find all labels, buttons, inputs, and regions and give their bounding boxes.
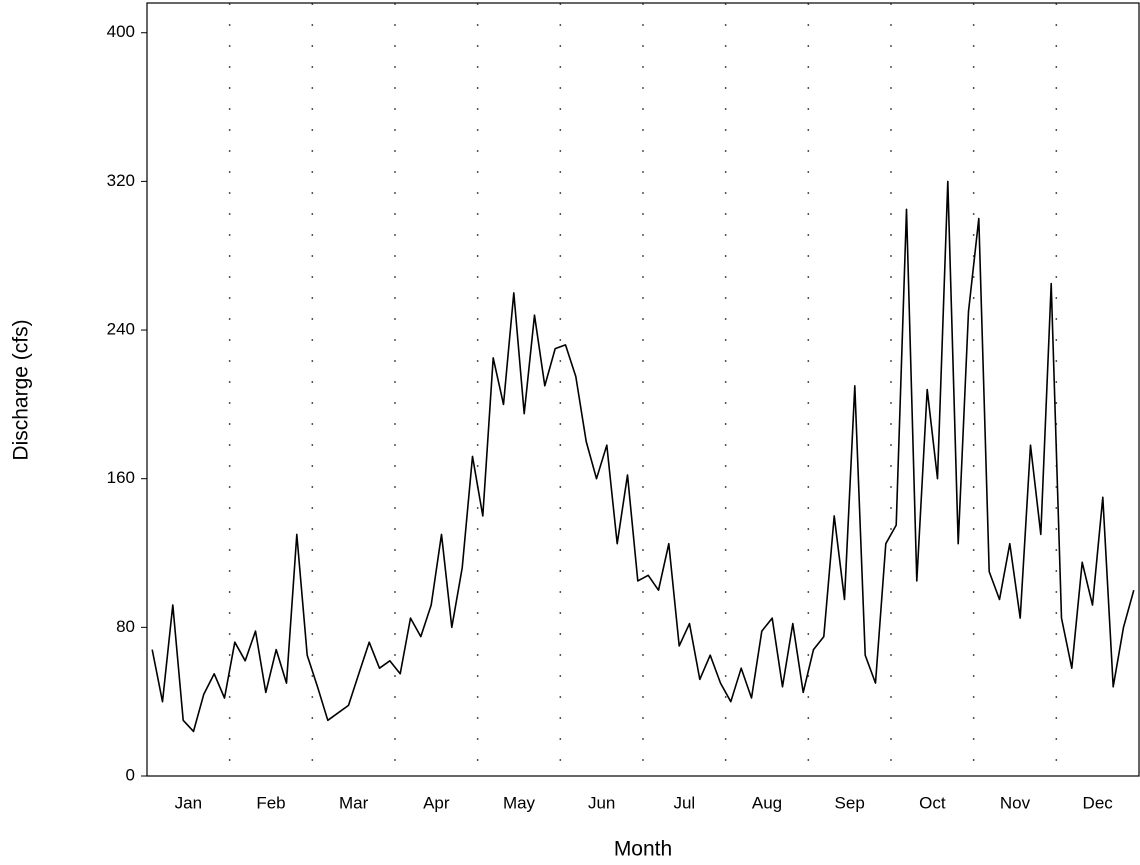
y-tick-label: 0 (126, 765, 135, 784)
y-tick-label: 240 (107, 320, 135, 339)
x-tick-label: Sep (835, 793, 865, 812)
y-tick-label: 400 (107, 22, 135, 41)
x-axis-title: Month (614, 838, 672, 861)
y-tick-label: 320 (107, 171, 135, 190)
x-tick-label: Oct (919, 793, 946, 812)
x-tick-label: Nov (1000, 793, 1031, 812)
x-tick-label: Aug (752, 793, 782, 812)
x-tick-label: Jan (175, 793, 202, 812)
x-tick-label: Apr (423, 793, 450, 812)
y-tick-label: 160 (107, 468, 135, 487)
plot-frame (146, 2, 1140, 777)
x-tick-label: Feb (256, 793, 285, 812)
discharge-line (151, 180, 1135, 733)
x-tick-label: Jun (588, 793, 615, 812)
x-tick-label: May (503, 793, 536, 812)
y-tick-label: 80 (116, 617, 135, 636)
x-tick-label: Jul (673, 793, 695, 812)
x-tick-label: Dec (1083, 793, 1114, 812)
x-tick-label: Mar (339, 793, 369, 812)
y-axis-title: Discharge (cfs) (10, 319, 33, 460)
